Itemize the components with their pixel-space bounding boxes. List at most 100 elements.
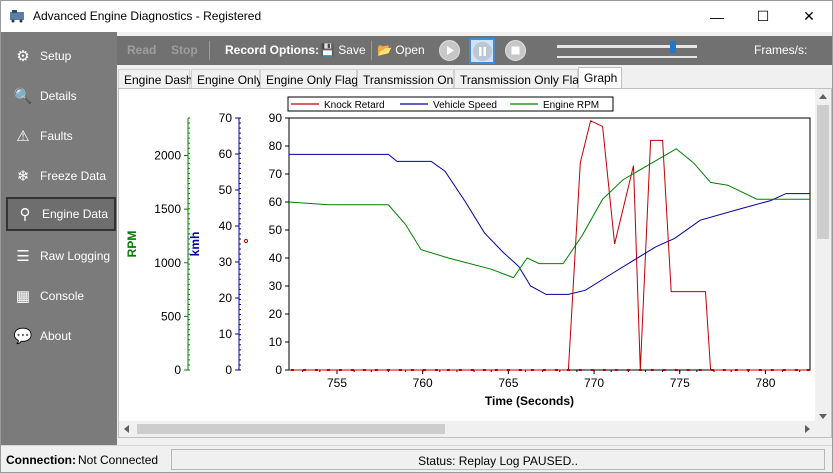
y-tick-label: 20 xyxy=(269,307,283,321)
play-button[interactable] xyxy=(439,40,460,61)
open-label: Open xyxy=(395,43,425,57)
secondary-tick-label: 10 xyxy=(219,327,233,341)
secondary-axis-label: kmh xyxy=(188,232,202,257)
pause-button[interactable] xyxy=(469,38,495,64)
sidebar-item-label: Faults xyxy=(40,129,73,143)
warning-icon: ⚠ xyxy=(16,128,30,145)
tab-engine-only-flags[interactable]: Engine Only Flags xyxy=(260,69,364,89)
playback-slider[interactable] xyxy=(557,45,697,48)
secondary-tick-label: 500 xyxy=(161,309,181,323)
series-line xyxy=(289,120,810,371)
x-tick-label: 770 xyxy=(584,376,604,390)
scroll-left-arrow-icon[interactable] xyxy=(124,425,129,433)
gears-icon: ⚙ xyxy=(16,48,30,65)
legend-label: Knock Retard xyxy=(324,100,385,111)
maximize-icon: ☐ xyxy=(756,8,770,24)
series-line xyxy=(289,153,810,295)
secondary-tick-label: 20 xyxy=(219,291,233,305)
lines-icon: ☰ xyxy=(16,248,30,265)
plot-frame xyxy=(288,117,811,371)
x-tick-label: 755 xyxy=(327,376,347,390)
sidebar-item-faults[interactable]: ⚠ Faults xyxy=(6,119,116,153)
y-tick-label: 70 xyxy=(269,167,283,181)
y-tick-label: 0 xyxy=(275,363,282,377)
pause-circle xyxy=(472,41,493,62)
sidebar-item-label: Raw Logging xyxy=(40,249,111,263)
y-tick-label: 30 xyxy=(269,279,283,293)
secondary-tick-label: 40 xyxy=(219,219,233,233)
toolbar-separator xyxy=(209,41,210,60)
play-icon xyxy=(447,46,454,55)
scroll-up-arrow-icon[interactable] xyxy=(819,94,827,99)
y-tick-label: 80 xyxy=(269,139,283,153)
y-tick-label: 50 xyxy=(269,223,283,237)
pause-icon xyxy=(479,47,486,56)
sidebar: ⚙ Setup 🔍 Details ⚠ Faults ❄ Freeze Data… xyxy=(1,32,117,445)
graph-chart: 0 10 20 30 40 50 60 70 80 90 755 760 765 770 775 780 Tim… xyxy=(119,89,831,437)
sidebar-item-about[interactable]: 💬 About xyxy=(6,319,116,353)
sidebar-item-details[interactable]: 🔍 Details xyxy=(6,79,116,113)
stop-playback-button[interactable] xyxy=(505,40,526,61)
tab-transmission-only-flags[interactable]: Transmission Only Flags xyxy=(454,69,592,89)
sidebar-item-label: Engine Data xyxy=(42,207,109,221)
x-tick-label: 775 xyxy=(670,376,690,390)
read-button[interactable]: Read xyxy=(127,43,157,57)
y-tick-label: 90 xyxy=(269,111,283,125)
chip-icon: ▦ xyxy=(15,288,31,305)
secondary-tick-label: 2000 xyxy=(154,149,181,163)
sidebar-item-setup[interactable]: ⚙ Setup xyxy=(6,39,116,73)
close-button[interactable]: ✕ xyxy=(786,1,832,32)
secondary-tick-label: 0 xyxy=(174,363,181,377)
secondary-tick-label: 60 xyxy=(219,147,233,161)
horizontal-scrollbar-thumb[interactable] xyxy=(137,424,445,434)
maximize-button[interactable]: ☐ xyxy=(740,1,786,32)
legend-label: Vehicle Speed xyxy=(433,100,497,111)
tab-transmission-only[interactable]: Transmission Only xyxy=(357,69,462,89)
legend-box xyxy=(287,96,614,112)
magnifier-icon: 🔍 xyxy=(13,88,33,105)
chat-icon: 💬 xyxy=(13,328,33,345)
secondary-axis-label: RPM xyxy=(125,231,139,258)
sidebar-item-label: About xyxy=(40,329,72,343)
stop-button[interactable]: Stop xyxy=(171,43,198,57)
sidebar-item-raw-logging[interactable]: ☰ Raw Logging xyxy=(6,239,116,273)
secondary-tick-label: 70 xyxy=(219,111,233,125)
save-button[interactable]: 💾 Save xyxy=(320,43,366,57)
x-tick-label: 760 xyxy=(413,376,433,390)
open-button[interactable]: 📂 Open xyxy=(377,43,425,57)
connection-label: Connection: xyxy=(6,453,76,467)
tab-graph[interactable]: Graph xyxy=(578,67,622,89)
stop-icon xyxy=(511,46,520,55)
minimize-button[interactable]: — xyxy=(694,1,740,32)
speed-slider[interactable] xyxy=(557,56,697,58)
tab-engine-dash[interactable]: Engine Dash xyxy=(118,69,193,89)
playback-slider-thumb[interactable] xyxy=(670,41,676,53)
x-tick-label: 780 xyxy=(755,376,775,390)
vertical-scrollbar-thumb[interactable] xyxy=(817,105,829,239)
secondary-tick-label: 1500 xyxy=(154,202,181,216)
sidebar-item-label: Setup xyxy=(40,49,72,63)
floppy-icon: 💾 xyxy=(320,43,335,57)
graph-panel: 0 10 20 30 40 50 60 70 80 90 755 760 765 770 775 780 Tim… xyxy=(118,88,832,438)
y-tick-label: 40 xyxy=(269,251,283,265)
secondary-tick-label: 30 xyxy=(219,255,233,269)
x-axis-label: Time (Seconds) xyxy=(485,394,574,408)
sidebar-item-freeze-data[interactable]: ❄ Freeze Data xyxy=(6,159,116,193)
sidebar-item-console[interactable]: ▦ Console xyxy=(6,279,116,313)
scroll-down-arrow-icon[interactable] xyxy=(819,414,827,419)
frames-per-second-label: Frames/s: xyxy=(754,43,808,57)
engine-icon: ⚲ xyxy=(19,206,31,223)
tab-engine-only[interactable]: Engine Only xyxy=(191,69,262,89)
app-logo-icon xyxy=(10,10,24,23)
secondary-tick-label: 50 xyxy=(219,183,233,197)
sidebar-item-label: Details xyxy=(40,89,77,103)
sidebar-item-engine-data[interactable]: ⚲ Engine Data xyxy=(6,197,116,231)
knock-axis-marker xyxy=(243,238,249,244)
scroll-right-arrow-icon[interactable] xyxy=(805,425,810,433)
status-bar: Connection: Not Connected Status: Replay… xyxy=(1,445,832,472)
toolbar: Read Stop Record Options: 💾 Save 📂 Open … xyxy=(117,36,832,65)
secondary-tick-label: 0 xyxy=(225,363,232,377)
window-title: Advanced Engine Diagnostics - Registered xyxy=(33,9,262,23)
folder-icon: 📂 xyxy=(377,43,392,57)
secondary-tick-label: 1000 xyxy=(154,256,181,270)
